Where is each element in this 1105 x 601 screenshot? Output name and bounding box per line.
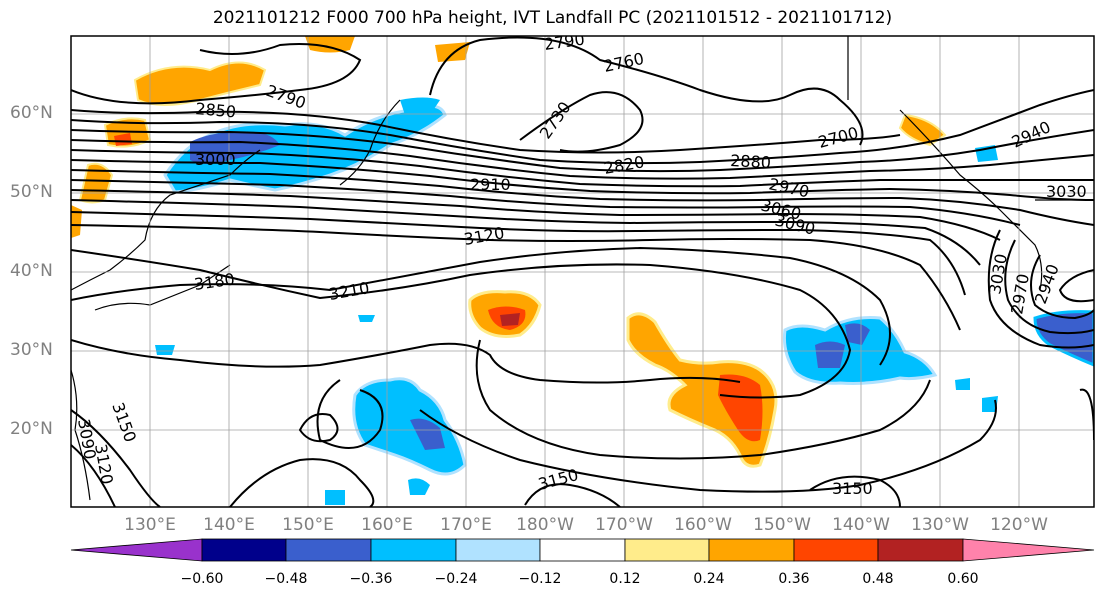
- ivt-negative-area: [410, 418, 445, 450]
- lon-label: 170°W: [595, 515, 653, 535]
- colorbar-segment: [539, 538, 626, 562]
- ivt-positive-area: [500, 313, 520, 326]
- colorbar-segment: [455, 538, 541, 562]
- ivt-negative-area: [955, 378, 970, 390]
- colorbar-tick-label: 0.12: [609, 571, 641, 587]
- lon-label: 150°W: [753, 515, 811, 535]
- ivt-negative-area: [408, 478, 430, 495]
- lon-label: 120°W: [990, 515, 1048, 535]
- contour-label: 3030: [1046, 182, 1087, 201]
- colorbar-tick-label: −0.24: [434, 571, 478, 587]
- ivt-negative-area: [1033, 310, 1094, 367]
- colorbar-segment: [793, 538, 879, 562]
- contour-label: 2790: [543, 29, 586, 53]
- contour-label: 2910: [470, 175, 511, 194]
- colorbar-tick-label: 0.48: [862, 571, 894, 587]
- colorbar: [70, 538, 1095, 562]
- contour-label: 3150: [832, 479, 873, 498]
- ivt-positive-area: [114, 133, 132, 146]
- lon-label: 160°E: [361, 515, 413, 535]
- ivt-positive-area: [71, 205, 82, 238]
- ivt-negative-area: [325, 490, 345, 505]
- lon-label: 160°W: [674, 515, 732, 535]
- ivt-negative-area: [190, 132, 280, 164]
- colorbar-segment: [370, 538, 457, 562]
- colorbar-segment: [285, 538, 372, 562]
- lon-label: 180°W: [516, 515, 574, 535]
- colorbar-tick-label: −0.48: [264, 571, 308, 587]
- height-contours: [71, 36, 1094, 507]
- contour-label: 2880: [730, 151, 772, 172]
- colorbar-tick-label: −0.36: [349, 571, 393, 587]
- ivt-positive-area: [898, 113, 947, 147]
- ivt-positive-area: [133, 61, 267, 106]
- colorbar-segment: [708, 538, 795, 562]
- lat-label: 40°N: [10, 261, 53, 281]
- ivt-positive-area: [305, 36, 355, 53]
- map-area: [71, 36, 1094, 507]
- colorbar-tick-label: −0.60: [180, 571, 224, 587]
- colorbar-tick-label: 0.36: [778, 571, 810, 587]
- ivt-negative-area: [845, 323, 870, 345]
- gridlines: [71, 36, 1094, 507]
- ivt-shading: [71, 36, 1094, 505]
- ivt-negative-area: [352, 377, 467, 476]
- colorbar-tick-label: −0.12: [518, 571, 562, 587]
- colorbar-segment: [201, 538, 287, 562]
- lon-label: 130°W: [911, 515, 969, 535]
- ivt-negative-area: [155, 345, 175, 355]
- lon-label: 140°W: [832, 515, 890, 535]
- lon-label: 140°E: [203, 515, 255, 535]
- lat-label: 50°N: [10, 182, 53, 202]
- map-border: [70, 35, 1095, 508]
- ivt-negative-area: [982, 396, 998, 412]
- ivt-positive-area: [718, 374, 763, 442]
- ivt-negative-area: [358, 315, 375, 322]
- map-title: 2021101212 F000 700 hPa height, IVT Land…: [212, 8, 893, 28]
- colorbar-segment: [624, 538, 710, 562]
- colorbar-extend-left: [70, 538, 203, 562]
- colorbar-tick-label: 0.60: [947, 571, 979, 587]
- colorbar-segment: [877, 538, 964, 562]
- lon-label: 150°E: [282, 515, 334, 535]
- lat-label: 60°N: [10, 103, 53, 123]
- lon-label: 130°E: [124, 515, 176, 535]
- lon-label: 170°E: [440, 515, 492, 535]
- contour-label: 2850: [195, 99, 237, 121]
- ivt-negative-area: [815, 341, 845, 368]
- contour-label: 3000: [195, 150, 236, 169]
- colorbar-tick-label: 0.24: [693, 571, 725, 587]
- lat-label: 30°N: [10, 340, 53, 360]
- colorbar-extend-right: [962, 538, 1095, 562]
- lat-label: 20°N: [10, 419, 53, 439]
- ivt-negative-area: [400, 97, 440, 115]
